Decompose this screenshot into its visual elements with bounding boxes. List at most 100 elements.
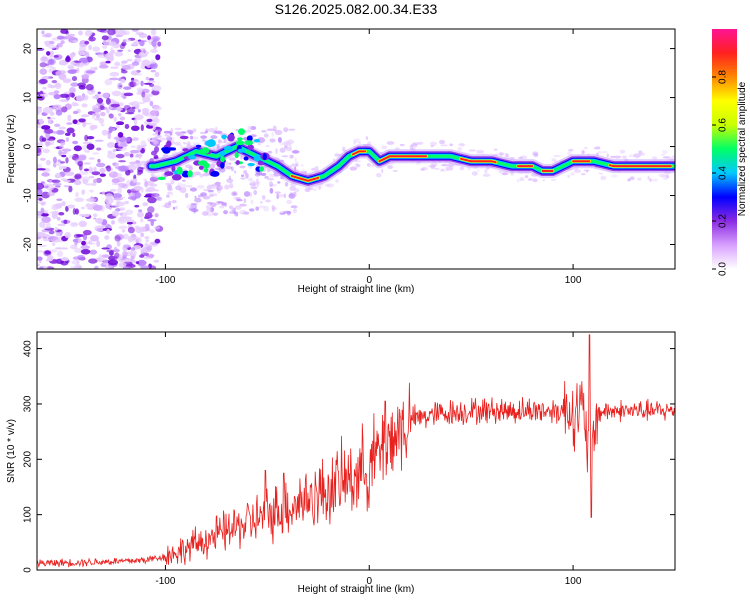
noise-blob [289,183,293,186]
noise-blob [81,103,88,108]
noise-blob [106,142,116,149]
noise-blob [117,49,124,52]
noise-blob [118,183,127,188]
noise-blob [175,205,178,210]
noise-blob [197,194,204,198]
noise-blob [111,220,115,225]
noise-blob [45,51,51,56]
noise-blob [104,197,114,204]
noise-blob [206,210,214,217]
noise-blob [367,141,372,146]
noise-blob [37,182,45,190]
noise-blob [190,208,199,213]
ridge-red [290,174,320,182]
noise-blob [85,84,94,91]
noise-blob [130,79,139,82]
noise-blob [182,142,187,145]
noise-blob [61,165,67,169]
snr-y-ticks: 0 100 200 300 400 [23,340,675,573]
noise-blob [192,142,201,146]
noise-blob [47,254,54,262]
noise-blob [649,178,652,182]
noise-blob [259,200,263,204]
noise-blob [281,155,289,158]
noise-blob [72,140,79,145]
noise-blob [107,132,112,140]
noise-blob [95,162,106,168]
noise-blob [179,144,183,149]
noise-blob [113,116,118,122]
noise-blob [99,167,106,174]
noise-blob [542,179,545,182]
noise-blob [134,191,141,199]
noise-blob [498,152,505,156]
ridge-blob [237,137,243,141]
noise-blob [174,141,181,146]
noise-blob [532,178,538,183]
noise-blob [101,35,109,41]
x-tick-label: 100 [565,275,582,286]
noise-blob [226,178,234,184]
noise-blob [662,156,671,159]
noise-blob [97,53,107,59]
noise-blob [255,206,260,211]
noise-blob [108,266,114,269]
noise-blob [82,213,90,218]
noise-blob [205,171,209,175]
noise-blob [128,102,136,106]
noise-blob [53,93,61,100]
noise-blob [45,141,51,147]
noise-blob [40,207,45,214]
noise-blob [60,256,69,262]
noise-blob [69,69,78,72]
noise-blob [141,59,151,67]
noise-blob [39,266,44,269]
noise-blob [95,177,102,184]
noise-blob [114,51,124,57]
snr-x-ticks: -100 0 100 [155,332,582,587]
ridge-blob [238,128,245,136]
noise-blob [134,187,143,191]
noise-blob [149,110,158,116]
noise-blob [53,182,62,186]
noise-blob [524,175,529,179]
ridge-blob [220,156,226,163]
noise-blob [355,163,361,168]
noise-blob [258,205,266,209]
noise-blob [137,109,141,113]
x-tick-label: -100 [155,275,175,286]
noise-blob [269,184,278,187]
noise-blob [212,193,218,197]
noise-blob [154,129,159,135]
noise-blob [277,193,285,198]
spectrogram-y-label: Frequency (Hz) [6,115,17,184]
noise-blob [120,70,128,74]
noise-blob [45,159,51,166]
ridge-blob [203,168,209,173]
noise-blob [102,39,106,45]
noise-blob [74,179,82,186]
noise-blob [165,134,171,139]
noise-blob [84,40,90,45]
noise-blob [119,116,126,121]
noise-blob [138,226,147,233]
noise-blob [228,175,231,181]
noise-blob [269,173,277,178]
noise-blob [92,152,100,155]
noise-blob [239,203,247,207]
noise-blob [154,213,159,218]
noise-blob [147,206,155,214]
noise-blob [49,111,55,116]
noise-blob [136,144,142,151]
noise-blob [77,49,85,56]
noise-blob [133,118,138,126]
noise-blob [82,233,88,241]
noise-blob [484,168,488,174]
y-tick-label: -20 [23,237,34,252]
noise-blob [101,129,109,136]
noise-blob [74,197,85,203]
noise-blob [92,213,98,218]
noise-blob [225,184,234,189]
noise-blob [48,68,52,73]
noise-blob [42,86,47,90]
